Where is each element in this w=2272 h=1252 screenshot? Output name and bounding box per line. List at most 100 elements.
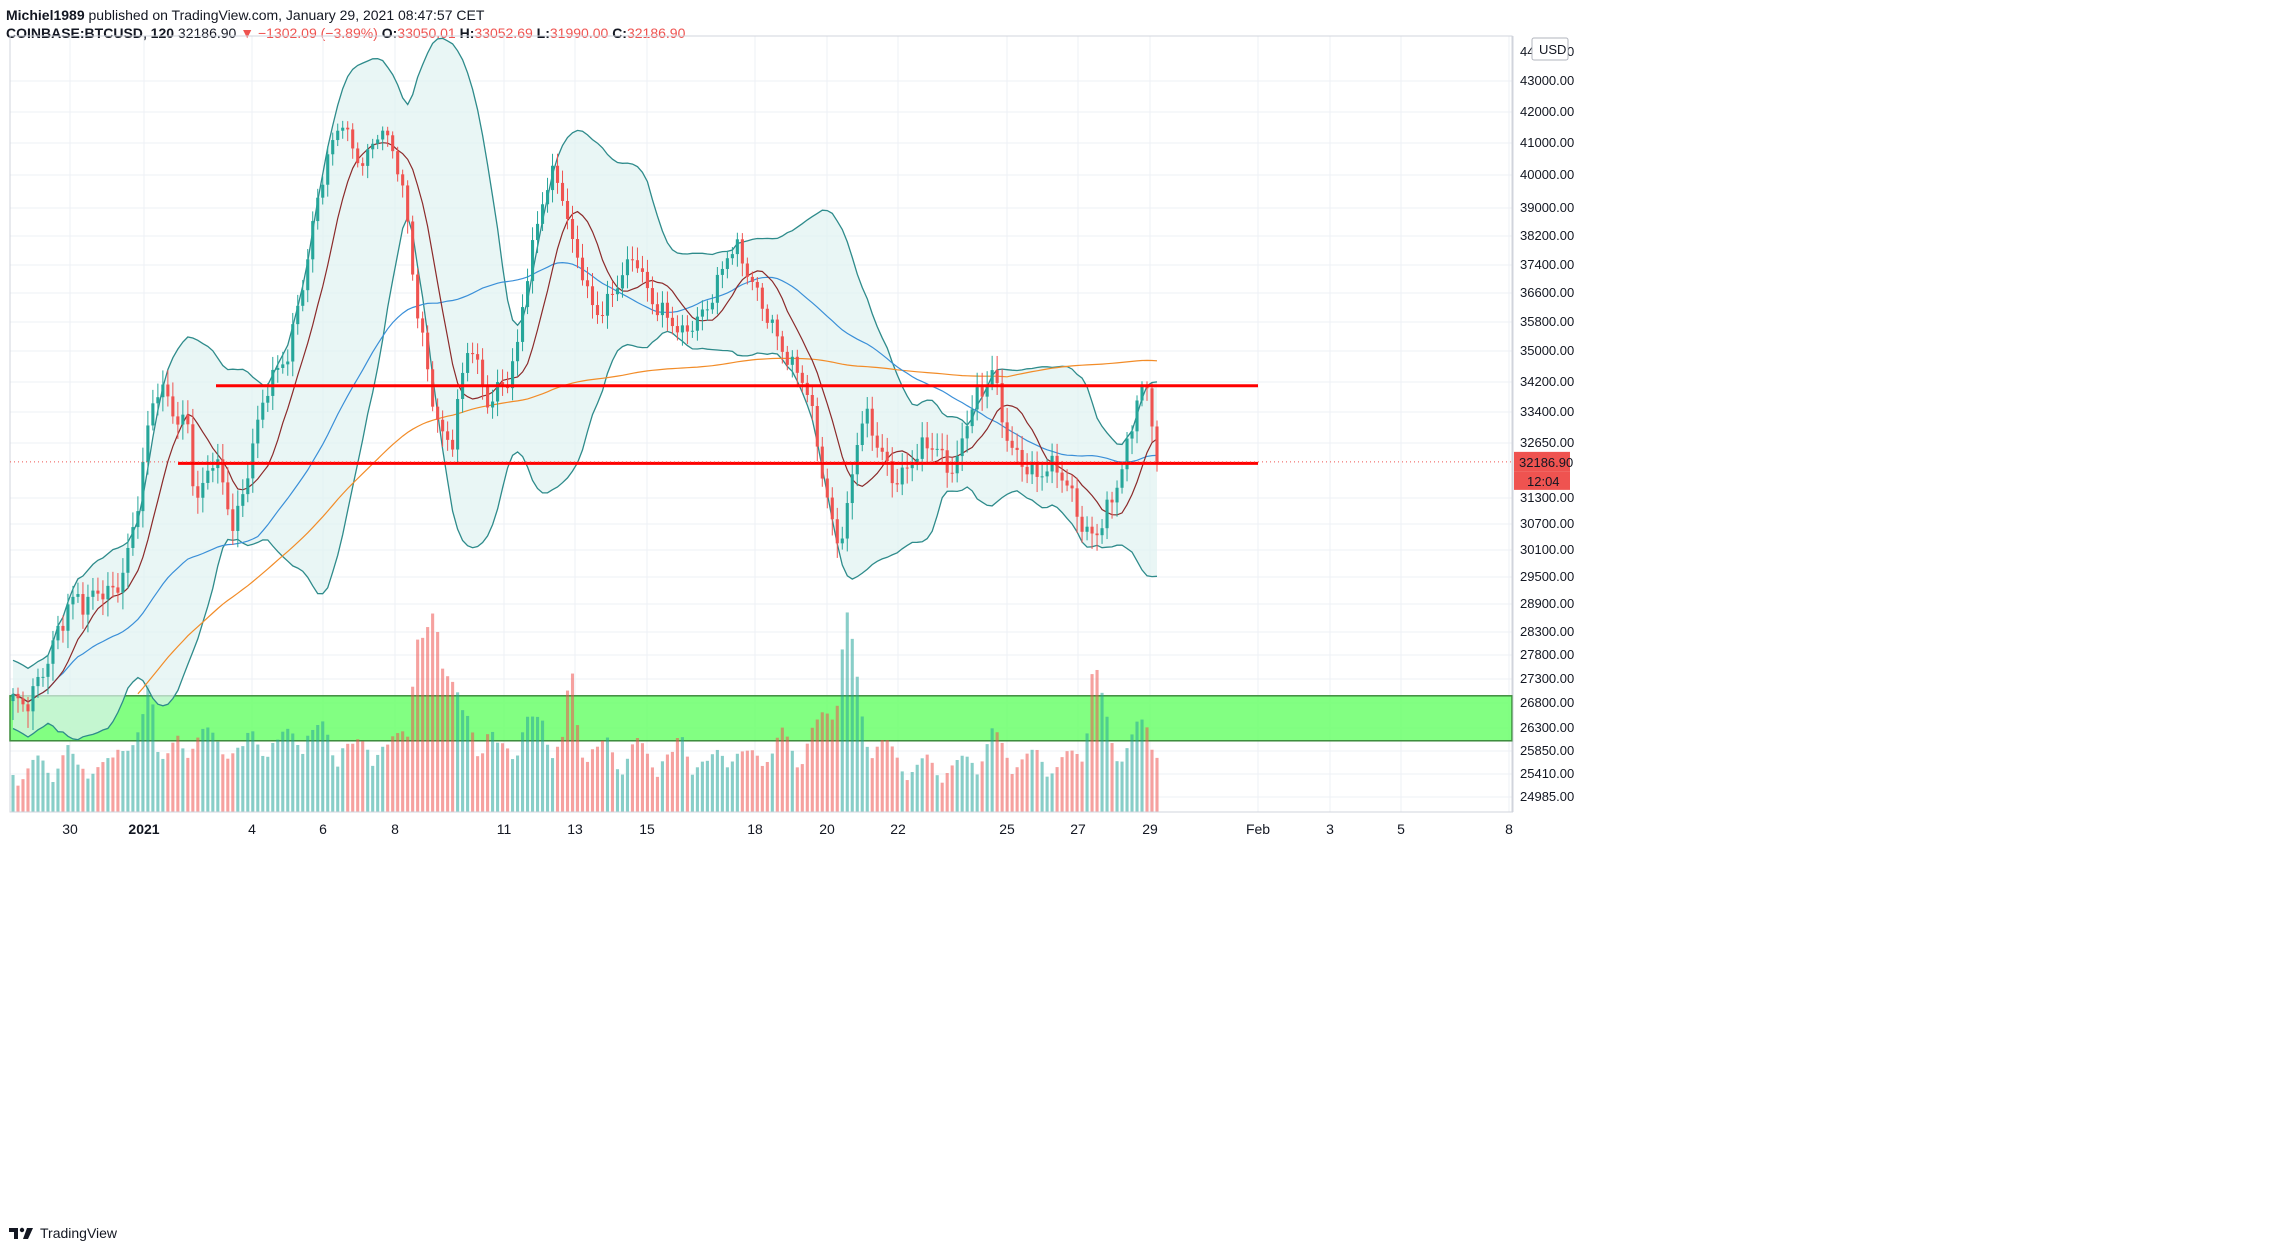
candle-body xyxy=(1125,438,1129,470)
candle-body xyxy=(411,221,415,275)
volume-bar xyxy=(830,719,834,812)
candle-body xyxy=(491,401,495,408)
volume-bar xyxy=(1135,721,1139,812)
candle-body xyxy=(1030,464,1034,475)
footer: TradingView xyxy=(8,1222,117,1244)
candle-body xyxy=(51,640,55,664)
candle-body xyxy=(605,293,610,316)
volume-bar xyxy=(900,771,904,812)
candle-body xyxy=(396,151,400,175)
volume-bar xyxy=(790,750,794,812)
candle-body xyxy=(735,239,739,255)
candle-body xyxy=(346,127,350,130)
volume-bar xyxy=(316,725,320,812)
time-axis[interactable]: 30 2021 4 6 8 11 13 15 18 20 22 25 27 29 Feb 3 5 8 xyxy=(62,821,1513,837)
time-tick-label: 6 xyxy=(319,821,327,837)
price-tick-label: 35000.00 xyxy=(1520,343,1574,358)
candle-body xyxy=(366,149,370,166)
volume-bar xyxy=(406,736,410,812)
volume-bar xyxy=(705,760,709,812)
candle-body xyxy=(301,290,305,306)
volume-bar xyxy=(141,714,145,812)
price-axis[interactable]: 43000.00 42000.00 41000.00 40000.00 39000.00… xyxy=(10,36,1574,813)
candle-body xyxy=(16,693,20,699)
volume-bar xyxy=(476,756,480,812)
bollinger-fill xyxy=(13,38,1157,740)
candle-body xyxy=(466,353,470,373)
volume-bar xyxy=(381,746,385,812)
volume-bar xyxy=(550,758,555,812)
candle-body xyxy=(665,302,669,318)
ma-fast-line xyxy=(12,142,1158,703)
volume-bar xyxy=(840,649,844,812)
time-tick-label: 29 xyxy=(1142,821,1158,837)
volume-bar xyxy=(865,746,869,812)
candle-body xyxy=(201,482,205,498)
volume-bar xyxy=(511,759,515,812)
volume-bar xyxy=(940,782,944,812)
candle-body xyxy=(835,519,839,544)
candle-body xyxy=(441,419,445,432)
volume-bar xyxy=(446,676,450,812)
time-tick-label: Feb xyxy=(1246,821,1270,837)
candle-body xyxy=(545,190,550,205)
candle-body xyxy=(1130,431,1134,439)
volume-bar xyxy=(1010,774,1014,812)
candle-body xyxy=(745,263,749,277)
candle-body xyxy=(1090,526,1094,534)
candle-body xyxy=(61,625,65,631)
candle-body xyxy=(291,324,295,362)
candle-body xyxy=(336,130,340,141)
candle-body xyxy=(555,165,560,183)
candle-body xyxy=(1000,383,1004,423)
high-value: 33052.69 xyxy=(474,25,533,41)
volume-bar xyxy=(456,692,460,812)
candle-body xyxy=(705,309,709,311)
candle-body xyxy=(1135,400,1139,432)
candle-body xyxy=(56,625,60,641)
candle-body xyxy=(501,382,505,385)
candle-body xyxy=(940,448,944,451)
candle-body xyxy=(76,594,80,597)
bollinger-lower-band xyxy=(12,215,1158,741)
candle-body xyxy=(740,239,744,264)
candle-body xyxy=(780,336,784,352)
volume-bar xyxy=(91,773,95,812)
candle-body xyxy=(725,258,729,269)
publish-header: Michiel1989 published on TradingView.com… xyxy=(6,6,484,24)
candle-body xyxy=(526,281,530,308)
volume-bar xyxy=(725,767,729,812)
volume-bar xyxy=(331,755,335,812)
candle-body xyxy=(496,382,500,402)
candle-body xyxy=(540,204,545,224)
volume-bar xyxy=(1110,743,1114,812)
volume-bar xyxy=(860,716,864,812)
symbol-name[interactable]: COINBASE:BTCUSD, 120 xyxy=(6,25,175,41)
publisher-name[interactable]: Michiel1989 xyxy=(6,7,85,23)
volume-bar xyxy=(995,732,999,812)
candle-body xyxy=(286,361,290,365)
candle-body xyxy=(995,370,999,384)
footer-brand[interactable]: TradingView xyxy=(40,1225,118,1241)
volume-bar xyxy=(451,681,455,812)
price-tick-label: 38200.00 xyxy=(1520,228,1574,243)
volume-bar xyxy=(521,732,525,812)
time-tick-label: 20 xyxy=(819,821,835,837)
volume-bar xyxy=(820,712,824,812)
candle-body xyxy=(1065,480,1069,486)
volume-bar xyxy=(76,764,80,812)
volume-bar xyxy=(650,767,654,812)
time-tick-label: 13 xyxy=(567,821,583,837)
currency-badge[interactable]: USD xyxy=(1531,37,1569,61)
candle-body xyxy=(311,221,315,260)
volume-bar xyxy=(41,760,45,812)
price-badge: 32186.90 12:04 31 xyxy=(1514,451,1573,490)
volume-bar xyxy=(1055,767,1059,812)
volume-bar xyxy=(1130,734,1134,812)
volume-bar xyxy=(850,638,854,812)
price-tick-label: 40000.00 xyxy=(1520,167,1574,182)
volume-bar xyxy=(466,715,470,812)
volume-bar xyxy=(1140,719,1144,812)
demand-zone[interactable] xyxy=(9,695,1513,742)
